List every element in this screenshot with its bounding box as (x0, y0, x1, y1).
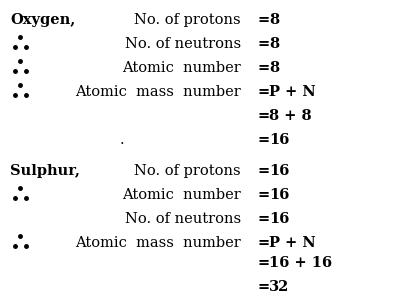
Text: =: = (257, 37, 269, 51)
Text: 16: 16 (269, 212, 290, 226)
Text: 8: 8 (269, 37, 279, 51)
Text: Atomic  mass  number: Atomic mass number (75, 236, 241, 250)
Text: 8: 8 (269, 61, 279, 75)
Text: 16: 16 (269, 164, 290, 178)
Text: 16: 16 (269, 188, 290, 202)
Text: =: = (257, 61, 269, 75)
Text: No. of neutrons: No. of neutrons (125, 37, 241, 51)
Text: =: = (257, 85, 269, 99)
Text: =: = (257, 212, 269, 226)
Text: =: = (257, 109, 269, 123)
Text: =: = (257, 188, 269, 202)
Text: No. of protons: No. of protons (134, 13, 241, 27)
Text: Oxygen,: Oxygen, (10, 13, 75, 27)
Text: =: = (257, 133, 269, 147)
Text: Sulphur,: Sulphur, (10, 164, 80, 178)
Text: Atomic  mass  number: Atomic mass number (75, 85, 241, 99)
Text: 8: 8 (269, 13, 279, 27)
Text: 16 + 16: 16 + 16 (269, 255, 333, 270)
Text: No. of neutrons: No. of neutrons (125, 212, 241, 226)
Text: .: . (119, 133, 124, 147)
Text: No. of protons: No. of protons (134, 164, 241, 178)
Text: Atomic  number: Atomic number (122, 61, 241, 75)
Text: Atomic  number: Atomic number (122, 188, 241, 202)
Text: 16: 16 (269, 133, 290, 147)
Text: =: = (257, 164, 269, 178)
Text: 32: 32 (269, 280, 290, 294)
Text: P + N: P + N (269, 236, 316, 250)
Text: =: = (257, 236, 269, 250)
Text: =: = (257, 255, 269, 270)
Text: =: = (257, 280, 269, 294)
Text: 8 + 8: 8 + 8 (269, 109, 312, 123)
Text: =: = (257, 13, 269, 27)
Text: P + N: P + N (269, 85, 316, 99)
